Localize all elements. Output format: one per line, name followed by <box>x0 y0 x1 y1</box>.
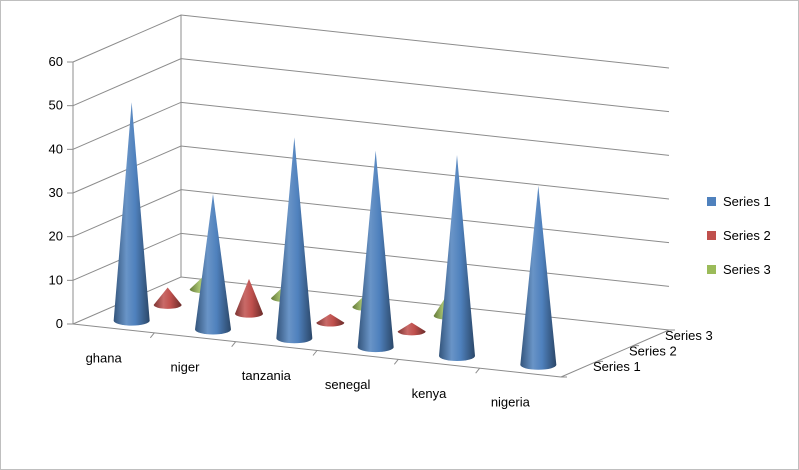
depth-label-series-1: Series 1 <box>593 359 641 374</box>
cone-body-series-2-niger <box>235 278 263 318</box>
x-tick-3 <box>312 350 318 356</box>
x-tick-2 <box>231 341 237 347</box>
cone-series-1-ghana <box>113 102 150 326</box>
cone-body-series-1-niger <box>195 194 231 335</box>
cone-body-series-2-ghana <box>153 287 182 309</box>
gridline-60 <box>72 14 670 69</box>
gridline-50 <box>72 58 670 113</box>
y-tick-label-40: 40 <box>49 141 63 156</box>
cone-body-series-1-senegal <box>357 150 394 353</box>
chart-cones <box>113 102 557 370</box>
x-tick-4 <box>393 359 399 365</box>
cone-series-2-tanzania <box>316 313 345 327</box>
depth-axis-line <box>560 329 670 378</box>
x-label-tanzania: tanzania <box>242 368 292 383</box>
cone-series-1-kenya <box>439 155 475 361</box>
x-label-ghana: ghana <box>86 350 123 365</box>
cone-body-series-1-ghana <box>113 102 150 326</box>
depth-label-series-3: Series 3 <box>665 328 713 343</box>
x-tick-1 <box>149 332 155 339</box>
x-label-niger: niger <box>171 359 201 374</box>
legend: Series 1 Series 2 Series 3 <box>707 194 771 277</box>
y-tick-label-0: 0 <box>56 316 63 331</box>
depth-label-series-2: Series 2 <box>629 344 677 359</box>
y-axis-ticks: 0 10 20 30 40 50 60 <box>49 54 63 331</box>
chart-walls <box>67 14 675 378</box>
cone-series-1-niger <box>195 194 231 335</box>
y-tick-label-20: 20 <box>49 229 63 244</box>
cone-body-series-1-kenya <box>439 155 475 361</box>
cone-body-series-1-tanzania <box>276 137 313 344</box>
cone-series-2-senegal <box>397 322 426 336</box>
legend-label-series-2: Series 2 <box>723 228 771 243</box>
x-axis-labels: ghana niger tanzania senegal kenya nigeria <box>86 350 531 409</box>
legend-swatch-series-3 <box>707 265 716 274</box>
cone-series-1-senegal <box>357 150 394 353</box>
legend-label-series-1: Series 1 <box>723 194 771 209</box>
x-label-senegal: senegal <box>325 377 371 392</box>
cone-series-1-tanzania <box>276 137 313 344</box>
cone-body-series-1-nigeria <box>520 185 557 370</box>
cone-body-series-2-senegal <box>397 322 426 336</box>
y-tick-label-10: 10 <box>49 272 63 287</box>
cone-body-series-2-tanzania <box>316 313 345 327</box>
legend-swatch-series-2 <box>707 231 716 240</box>
gridline-40 <box>72 101 670 156</box>
legend-swatch-series-1 <box>707 197 716 206</box>
x-label-nigeria: nigeria <box>491 395 531 410</box>
y-tick-label-60: 60 <box>49 54 63 69</box>
y-tick-label-50: 50 <box>49 98 63 113</box>
x-label-kenya: kenya <box>412 386 447 401</box>
cone-series-1-nigeria <box>520 185 557 370</box>
cone-series-2-niger <box>235 278 263 318</box>
cone-series-2-ghana <box>153 287 182 309</box>
y-tick-label-30: 30 <box>49 185 63 200</box>
gridline-30 <box>72 145 670 200</box>
legend-label-series-3: Series 3 <box>723 262 771 277</box>
x-tick-5 <box>475 367 481 374</box>
